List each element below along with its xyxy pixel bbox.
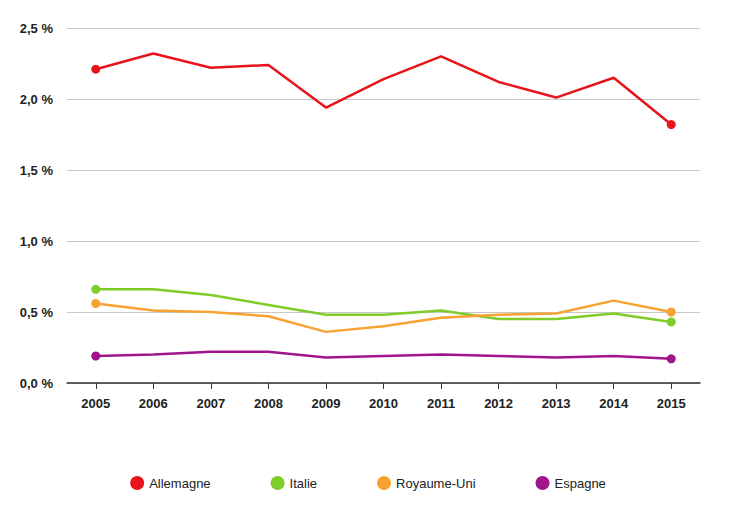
svg-text:2007: 2007 xyxy=(196,396,225,411)
svg-text:2006: 2006 xyxy=(139,396,168,411)
svg-text:2011: 2011 xyxy=(427,396,455,411)
svg-text:2013: 2013 xyxy=(542,396,571,411)
svg-text:0,0 %: 0,0 % xyxy=(20,376,54,391)
svg-text:2014: 2014 xyxy=(599,396,629,411)
svg-text:Espagne: Espagne xyxy=(555,476,606,491)
svg-text:2,5 %: 2,5 % xyxy=(20,21,54,36)
svg-text:2015: 2015 xyxy=(657,396,686,411)
svg-text:2009: 2009 xyxy=(311,396,340,411)
svg-text:2010: 2010 xyxy=(369,396,398,411)
svg-text:1,0 %: 1,0 % xyxy=(20,234,54,249)
svg-text:1,5 %: 1,5 % xyxy=(20,163,54,178)
svg-text:2005: 2005 xyxy=(81,396,110,411)
svg-text:2012: 2012 xyxy=(484,396,513,411)
svg-text:Royaume-Uni: Royaume-Uni xyxy=(396,476,476,491)
svg-text:0,5 %: 0,5 % xyxy=(20,305,54,320)
svg-text:2008: 2008 xyxy=(254,396,283,411)
svg-text:2,0 %: 2,0 % xyxy=(20,92,54,107)
svg-text:Italie: Italie xyxy=(290,476,317,491)
svg-text:Allemagne: Allemagne xyxy=(149,476,210,491)
